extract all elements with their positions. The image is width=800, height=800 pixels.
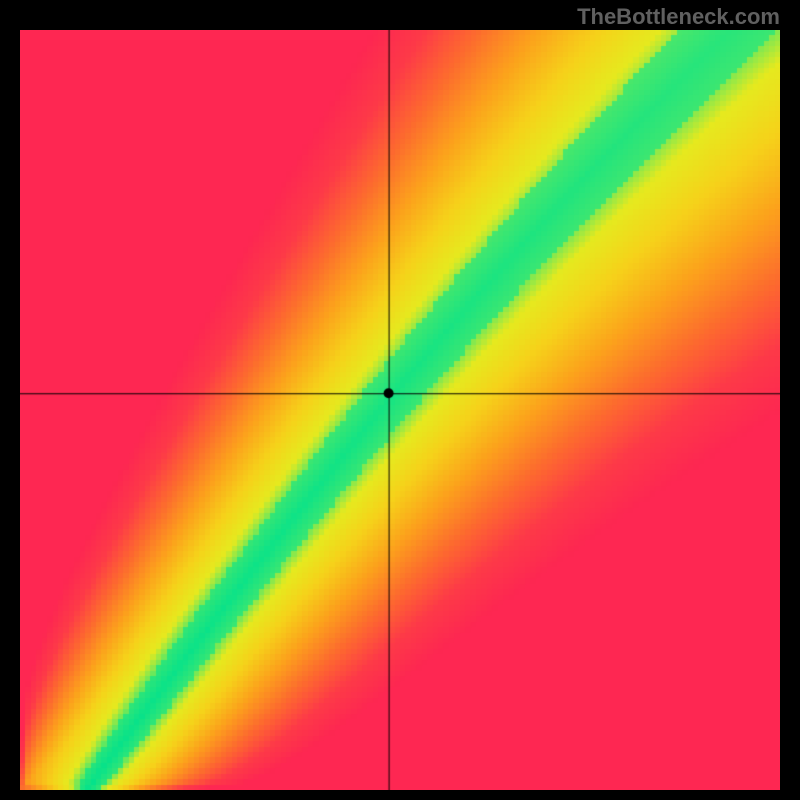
chart-container: TheBottleneck.com	[0, 0, 800, 800]
source-watermark: TheBottleneck.com	[577, 4, 780, 30]
heatmap-canvas	[20, 30, 780, 790]
